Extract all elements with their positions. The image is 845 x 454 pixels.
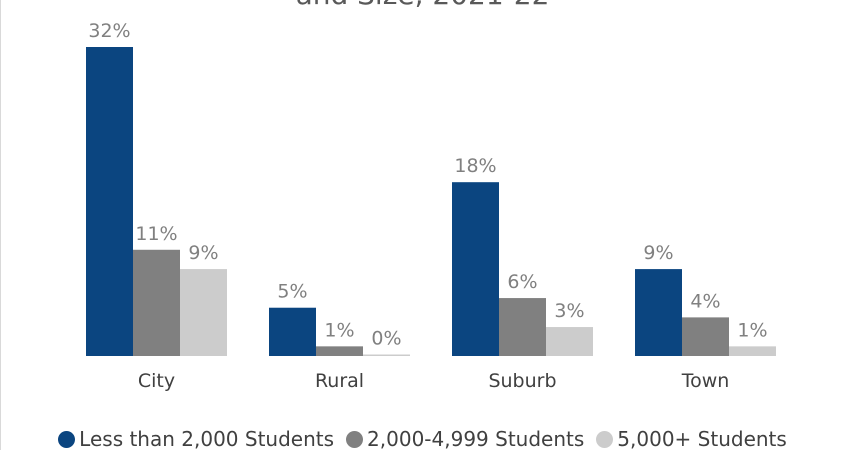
bar-rural-less-than-2-000-students [269,307,316,356]
data-label-rural-less-than-2-000-students: 5% [277,281,307,303]
bar-town-2-000-4-999-students [682,317,729,356]
bar-city-5-000-students [180,269,227,356]
legend-item-less-than-2-000-students: Less than 2,000 Students [58,427,334,451]
data-label-town-2-000-4-999-students: 4% [690,290,720,312]
x-tick-city: City [138,370,175,392]
bar-rural-5-000-students [363,354,410,356]
legend-marker-icon [346,430,364,448]
legend-marker-icon [58,430,76,448]
bar-suburb-2-000-4-999-students [499,298,546,356]
data-label-suburb-less-than-2-000-students: 18% [454,155,496,177]
bar-rural-2-000-4-999-students [316,346,363,356]
bar-chart: 32% 11% 9% City 5% 1% 0% Rural 18% 6% 3% Suburb 9% 4%… [86,20,776,392]
data-label-city-2-000-4-999-students: 11% [135,223,177,245]
data-label-town-less-than-2-000-students: 9% [643,242,673,264]
x-tick-town: Town [681,370,730,392]
chart-title: and Size, 2021-22 [0,0,845,11]
bar-town-5-000-students [729,346,776,356]
legend-item-5-000-students: 5,000+ Students [596,427,787,451]
bar-suburb-less-than-2-000-students [452,182,499,356]
bar-town-less-than-2-000-students [635,269,682,356]
data-label-town-5-000-students: 1% [737,319,767,341]
bar-city-less-than-2-000-students [86,47,133,356]
data-label-city-5-000-students: 9% [188,242,218,264]
x-tick-rural: Rural [315,370,364,392]
legend-marker-icon [596,430,614,448]
legend: Less than 2,000 Students 2,000-4,999 Stud… [0,424,845,454]
data-label-rural-5-000-students: 0% [371,328,401,350]
data-label-suburb-5-000-students: 3% [554,300,584,322]
data-label-suburb-2-000-4-999-students: 6% [507,271,537,293]
data-label-rural-2-000-4-999-students: 1% [324,319,354,341]
legend-item-2-000-4-999-students: 2,000-4,999 Students [346,427,584,451]
legend-label: 2,000-4,999 Students [367,427,585,451]
chart-frame-border [0,0,1,450]
bar-suburb-5-000-students [546,327,593,356]
legend-label: Less than 2,000 Students [79,427,335,451]
data-label-city-less-than-2-000-students: 32% [88,20,130,42]
bar-city-2-000-4-999-students [133,249,180,356]
x-tick-suburb: Suburb [488,370,556,392]
legend-label: 5,000+ Students [617,427,787,451]
